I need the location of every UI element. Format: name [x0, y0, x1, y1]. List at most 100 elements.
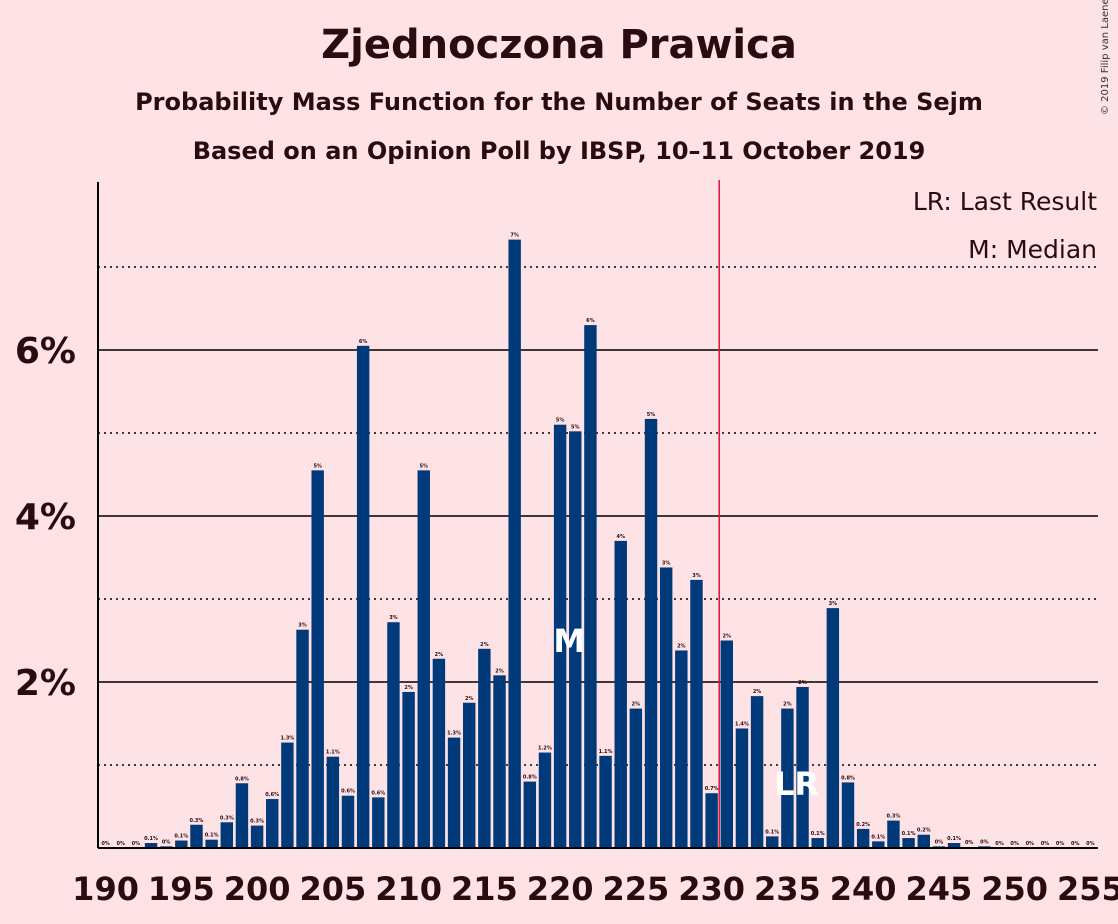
value-label-203: 3% [298, 623, 307, 629]
x-tick-label: 250 [981, 870, 1048, 908]
value-label-221: 5% [571, 424, 580, 430]
y-tick-label: 4% [15, 497, 76, 538]
x-tick-label: 205 [299, 870, 366, 908]
bar-232 [735, 728, 749, 848]
legend-median: M: Median [968, 235, 1097, 264]
median-marker: M [553, 622, 585, 660]
bar-213 [447, 737, 461, 848]
bar-223 [599, 755, 612, 848]
x-tick-label: 255 [1057, 870, 1118, 908]
chart-source-subtitle: Based on an Opinion Poll by IBSP, 10–11 … [192, 137, 926, 165]
value-label-234: 0.1% [765, 829, 779, 835]
bar-225 [629, 708, 643, 848]
bar-233 [750, 696, 764, 848]
value-labels: 0% 0% 0%0.1%0%0.1%0.3%0.1%0.3%0.8%0.3%0.6%… [101, 233, 1094, 847]
bar-205 [326, 756, 340, 848]
value-label-223: 1.1% [599, 749, 613, 755]
value-label-195: 0.1% [174, 834, 188, 840]
bar-229 [690, 579, 703, 848]
value-label-228: 2% [677, 643, 686, 649]
value-label-204: 5% [313, 463, 322, 469]
value-label-249: 0% [995, 841, 1004, 847]
x-tick-label: 195 [148, 870, 215, 908]
value-label-208: 0.6% [371, 790, 385, 796]
axes: 2%4%6%190 195 200 205 210 215 220 225 230 235 240 2… [15, 182, 1118, 908]
bar-244 [917, 834, 930, 848]
bar-240 [856, 828, 870, 848]
bar-197 [205, 839, 218, 848]
x-tick-label: 220 [527, 870, 594, 908]
legend-last-result: LR: Last Result [913, 187, 1097, 216]
x-tick-label: 190 [72, 870, 139, 908]
value-label-244: 0.2% [917, 828, 931, 834]
bar-195 [175, 840, 188, 848]
value-label-236: 2% [798, 680, 807, 686]
value-label-199: 0.8% [235, 776, 249, 782]
value-label-211: 5% [420, 463, 429, 469]
value-label-215: 2% [480, 642, 489, 648]
bar-207 [356, 345, 370, 848]
value-label-192: 0% [132, 841, 141, 847]
value-label-197: 0.1% [205, 833, 219, 839]
value-label-216: 2% [495, 668, 504, 674]
value-label-247: 0% [965, 840, 974, 846]
value-label-251: 0% [1026, 841, 1035, 847]
value-label-237: 0.1% [811, 831, 825, 837]
bar-227 [659, 567, 673, 848]
bar-243 [902, 838, 915, 848]
value-label-238: 3% [829, 601, 838, 607]
bar-224 [614, 540, 627, 848]
value-label-219: 1.2% [538, 746, 552, 752]
x-tick-label: 215 [451, 870, 518, 908]
bar-231 [720, 640, 733, 848]
markers: M LR [553, 180, 819, 848]
bar-222 [584, 325, 597, 849]
bar-217 [508, 239, 521, 849]
bar-series [144, 239, 991, 849]
value-label-226: 5% [647, 412, 656, 418]
bar-208 [372, 797, 385, 848]
value-label-200: 0.3% [250, 819, 264, 825]
value-label-254: 0% [1071, 841, 1080, 847]
x-tick-label: 235 [754, 870, 821, 908]
bar-219 [538, 752, 552, 848]
bar-204 [311, 470, 324, 848]
bar-196 [190, 824, 203, 848]
x-tick-label: 210 [375, 870, 442, 908]
bar-234 [766, 836, 779, 848]
value-label-222: 6% [586, 318, 595, 324]
bar-236 [796, 686, 809, 848]
bar-209 [387, 622, 400, 848]
value-label-232: 1.4% [735, 721, 749, 727]
value-label-210: 2% [404, 685, 413, 691]
x-tick-label: 225 [602, 870, 669, 908]
bar-216 [493, 675, 506, 848]
value-label-206: 0.6% [341, 789, 355, 795]
bar-235 [781, 708, 794, 848]
value-label-255: 0% [1086, 841, 1095, 847]
bar-201 [266, 799, 279, 848]
value-label-246: 0.1% [947, 836, 961, 842]
bar-202 [281, 742, 294, 848]
value-label-241: 0.1% [871, 834, 885, 840]
bar-228 [675, 650, 688, 848]
value-label-252: 0% [1041, 841, 1050, 847]
value-label-209: 3% [389, 615, 398, 621]
y-tick-label: 2% [15, 663, 76, 704]
bar-212 [432, 658, 446, 848]
value-label-243: 0.1% [902, 831, 916, 837]
bar-199 [235, 783, 249, 848]
bar-241 [872, 841, 885, 848]
value-label-231: 2% [723, 634, 732, 640]
value-label-229: 3% [692, 573, 701, 579]
bar-221 [569, 431, 582, 848]
value-label-224: 4% [616, 534, 625, 540]
bar-230 [705, 793, 718, 848]
chart-title: Zjednoczona Prawica [321, 22, 797, 68]
y-tick-label: 6% [15, 331, 76, 372]
value-label-240: 0.2% [856, 822, 870, 828]
value-label-213: 1.3% [447, 731, 461, 737]
bar-218 [523, 781, 537, 848]
bar-200 [250, 825, 264, 848]
